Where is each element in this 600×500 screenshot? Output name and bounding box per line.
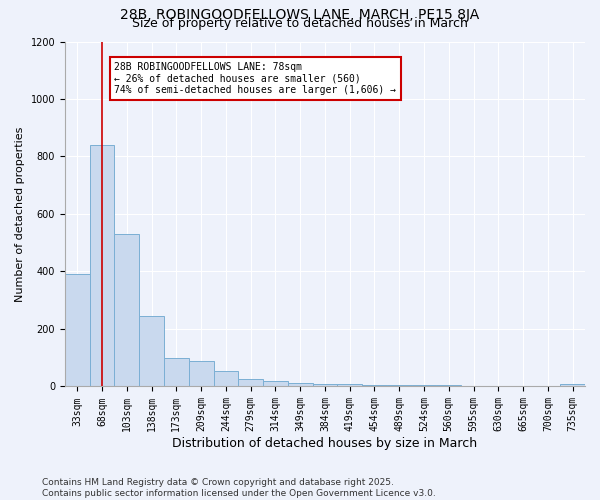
Bar [263, 380, 288, 386]
Bar [139, 316, 164, 386]
Text: 28B, ROBINGOODFELLOWS LANE, MARCH, PE15 8JA: 28B, ROBINGOODFELLOWS LANE, MARCH, PE15 … [121, 8, 479, 22]
Bar [560, 384, 585, 386]
Text: Contains HM Land Registry data © Crown copyright and database right 2025.
Contai: Contains HM Land Registry data © Crown c… [42, 478, 436, 498]
Text: Size of property relative to detached houses in March: Size of property relative to detached ho… [132, 18, 468, 30]
Bar [214, 370, 238, 386]
Bar [313, 384, 337, 386]
Bar [238, 380, 263, 386]
Bar [164, 358, 189, 386]
Bar [189, 360, 214, 386]
X-axis label: Distribution of detached houses by size in March: Distribution of detached houses by size … [172, 437, 478, 450]
Text: 28B ROBINGOODFELLOWS LANE: 78sqm
← 26% of detached houses are smaller (560)
74% : 28B ROBINGOODFELLOWS LANE: 78sqm ← 26% o… [115, 62, 397, 95]
Bar [115, 234, 139, 386]
Bar [362, 384, 387, 386]
Bar [337, 384, 362, 386]
Bar [387, 385, 412, 386]
Bar [288, 383, 313, 386]
Y-axis label: Number of detached properties: Number of detached properties [15, 126, 25, 302]
Bar [89, 145, 115, 386]
Bar [65, 274, 89, 386]
